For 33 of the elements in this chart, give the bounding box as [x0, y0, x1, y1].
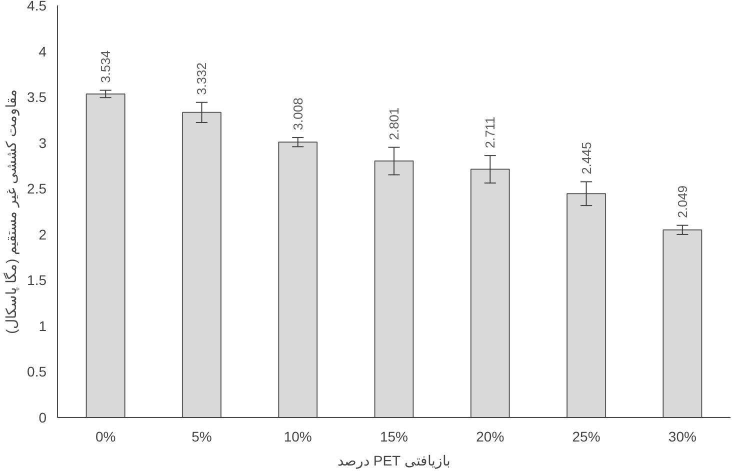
- bar: [470, 168, 510, 418]
- x-tick-label: 25%: [572, 428, 600, 444]
- data-label: 2.711: [482, 116, 498, 148]
- bar: [374, 160, 414, 418]
- data-label: 3.534: [98, 50, 114, 83]
- y-tick-label: 0: [38, 410, 47, 426]
- x-tick-label: 0%: [95, 428, 116, 444]
- data-label: 2.445: [578, 142, 594, 174]
- x-tick-label: 20%: [476, 428, 504, 444]
- x-tick-label: 15%: [380, 428, 408, 444]
- x-tick-label: 30%: [668, 428, 696, 444]
- y-tick-label: 4.5: [27, 0, 47, 14]
- y-tick-label: 1: [38, 318, 47, 334]
- x-tick-label: 10%: [284, 428, 312, 444]
- bar: [278, 142, 318, 418]
- y-tick-label: 1.5: [27, 272, 47, 288]
- data-label: 3.008: [290, 98, 306, 130]
- bar: [86, 93, 126, 418]
- y-tick-label: 0.5: [27, 364, 47, 380]
- y-tick-label: 4: [38, 43, 47, 60]
- y-tick-label: 3.5: [27, 89, 47, 106]
- y-axis-title: مقاومت کششی غیر مستقیم (مگا پاسکال): [3, 89, 20, 334]
- data-label: 2.049: [674, 185, 690, 218]
- data-label: 2.801: [386, 107, 402, 140]
- x-axis-title: درصد PET بازیافتی: [337, 452, 450, 470]
- data-label: 3.332: [194, 62, 210, 96]
- bar: [566, 193, 606, 418]
- y-tick-label: 2.5: [27, 180, 47, 197]
- y-tick-label: 2: [38, 226, 47, 242]
- bar: [182, 112, 222, 418]
- bar: [662, 229, 702, 418]
- y-tick-label: 3: [38, 134, 47, 151]
- x-tick-label: 5%: [192, 428, 212, 444]
